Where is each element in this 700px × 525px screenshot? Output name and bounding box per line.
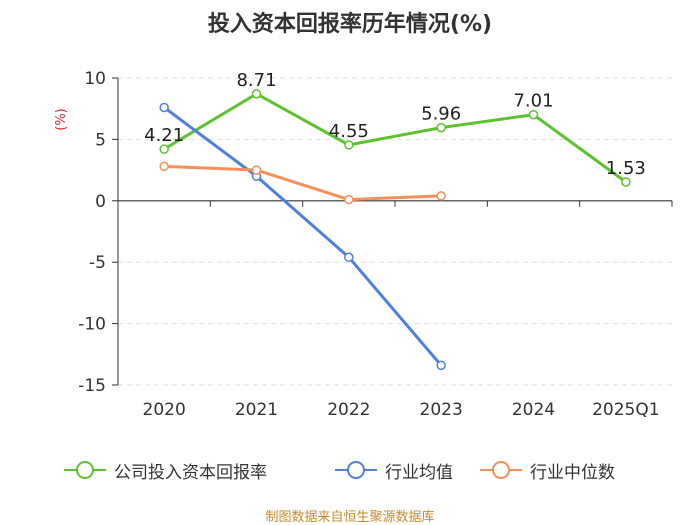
legend-swatch-industry-avg bbox=[335, 461, 377, 479]
data-label: 4.55 bbox=[329, 121, 369, 142]
y-tick-label: 10 bbox=[84, 69, 106, 89]
legend-label-industry-avg: 行业均值 bbox=[385, 462, 453, 483]
legend-swatch-industry-median bbox=[480, 461, 522, 479]
chart-title: 投入资本回报率历年情况(%) bbox=[207, 12, 493, 37]
y-tick-label: -10 bbox=[78, 315, 106, 335]
series-company-line bbox=[163, 92, 627, 184]
y-tick-label: -5 bbox=[89, 253, 106, 273]
data-label: 7.01 bbox=[513, 91, 553, 112]
legend-item-company[interactable]: 公司投入资本回报率 bbox=[64, 458, 267, 483]
series-industry-median-point bbox=[344, 194, 354, 205]
series-company-point bbox=[251, 89, 262, 99]
y-tick-label: 5 bbox=[95, 130, 106, 150]
series-company-point bbox=[436, 122, 446, 133]
x-tick-label: 2021 bbox=[235, 400, 278, 420]
legend-label-industry-median: 行业中位数 bbox=[530, 462, 615, 483]
data-label: 1.53 bbox=[606, 158, 646, 179]
x-tick-label: 2024 bbox=[512, 400, 555, 420]
legend-item-industry-avg[interactable]: 行业均值 bbox=[335, 458, 453, 483]
legend-label-company: 公司投入资本回报率 bbox=[114, 462, 267, 483]
series-company-point bbox=[621, 177, 631, 187]
series-industry-median-point bbox=[251, 165, 262, 175]
series-industry-avg-point bbox=[159, 102, 169, 113]
data-label: 5.96 bbox=[421, 104, 461, 125]
y-tick-label: 0 bbox=[95, 192, 106, 212]
data-label: 8.71 bbox=[236, 70, 276, 91]
x-tick-label: 2020 bbox=[143, 400, 186, 420]
series-industry-avg-point bbox=[436, 360, 446, 371]
series-company-point bbox=[344, 140, 354, 150]
series-industry-avg-line bbox=[163, 106, 443, 367]
x-tick-label: 2025Q1 bbox=[592, 400, 659, 420]
data-label: 4.21 bbox=[144, 125, 184, 146]
y-tick-label: -15 bbox=[78, 376, 106, 396]
data-source-note: 制图数据来自恒生聚源数据库 bbox=[265, 510, 435, 525]
series-company-point bbox=[159, 144, 169, 154]
series-industry-median-point bbox=[436, 191, 446, 201]
legend-item-industry-median[interactable]: 行业中位数 bbox=[480, 458, 615, 483]
x-tick-label: 2023 bbox=[420, 400, 463, 420]
series-industry-median-point bbox=[159, 161, 169, 172]
series-industry-avg-point bbox=[344, 252, 354, 263]
x-tick-label: 2022 bbox=[327, 400, 370, 420]
series-company-point bbox=[528, 109, 539, 120]
legend-swatch-company bbox=[64, 461, 106, 479]
series-industry-median-line bbox=[164, 164, 442, 202]
